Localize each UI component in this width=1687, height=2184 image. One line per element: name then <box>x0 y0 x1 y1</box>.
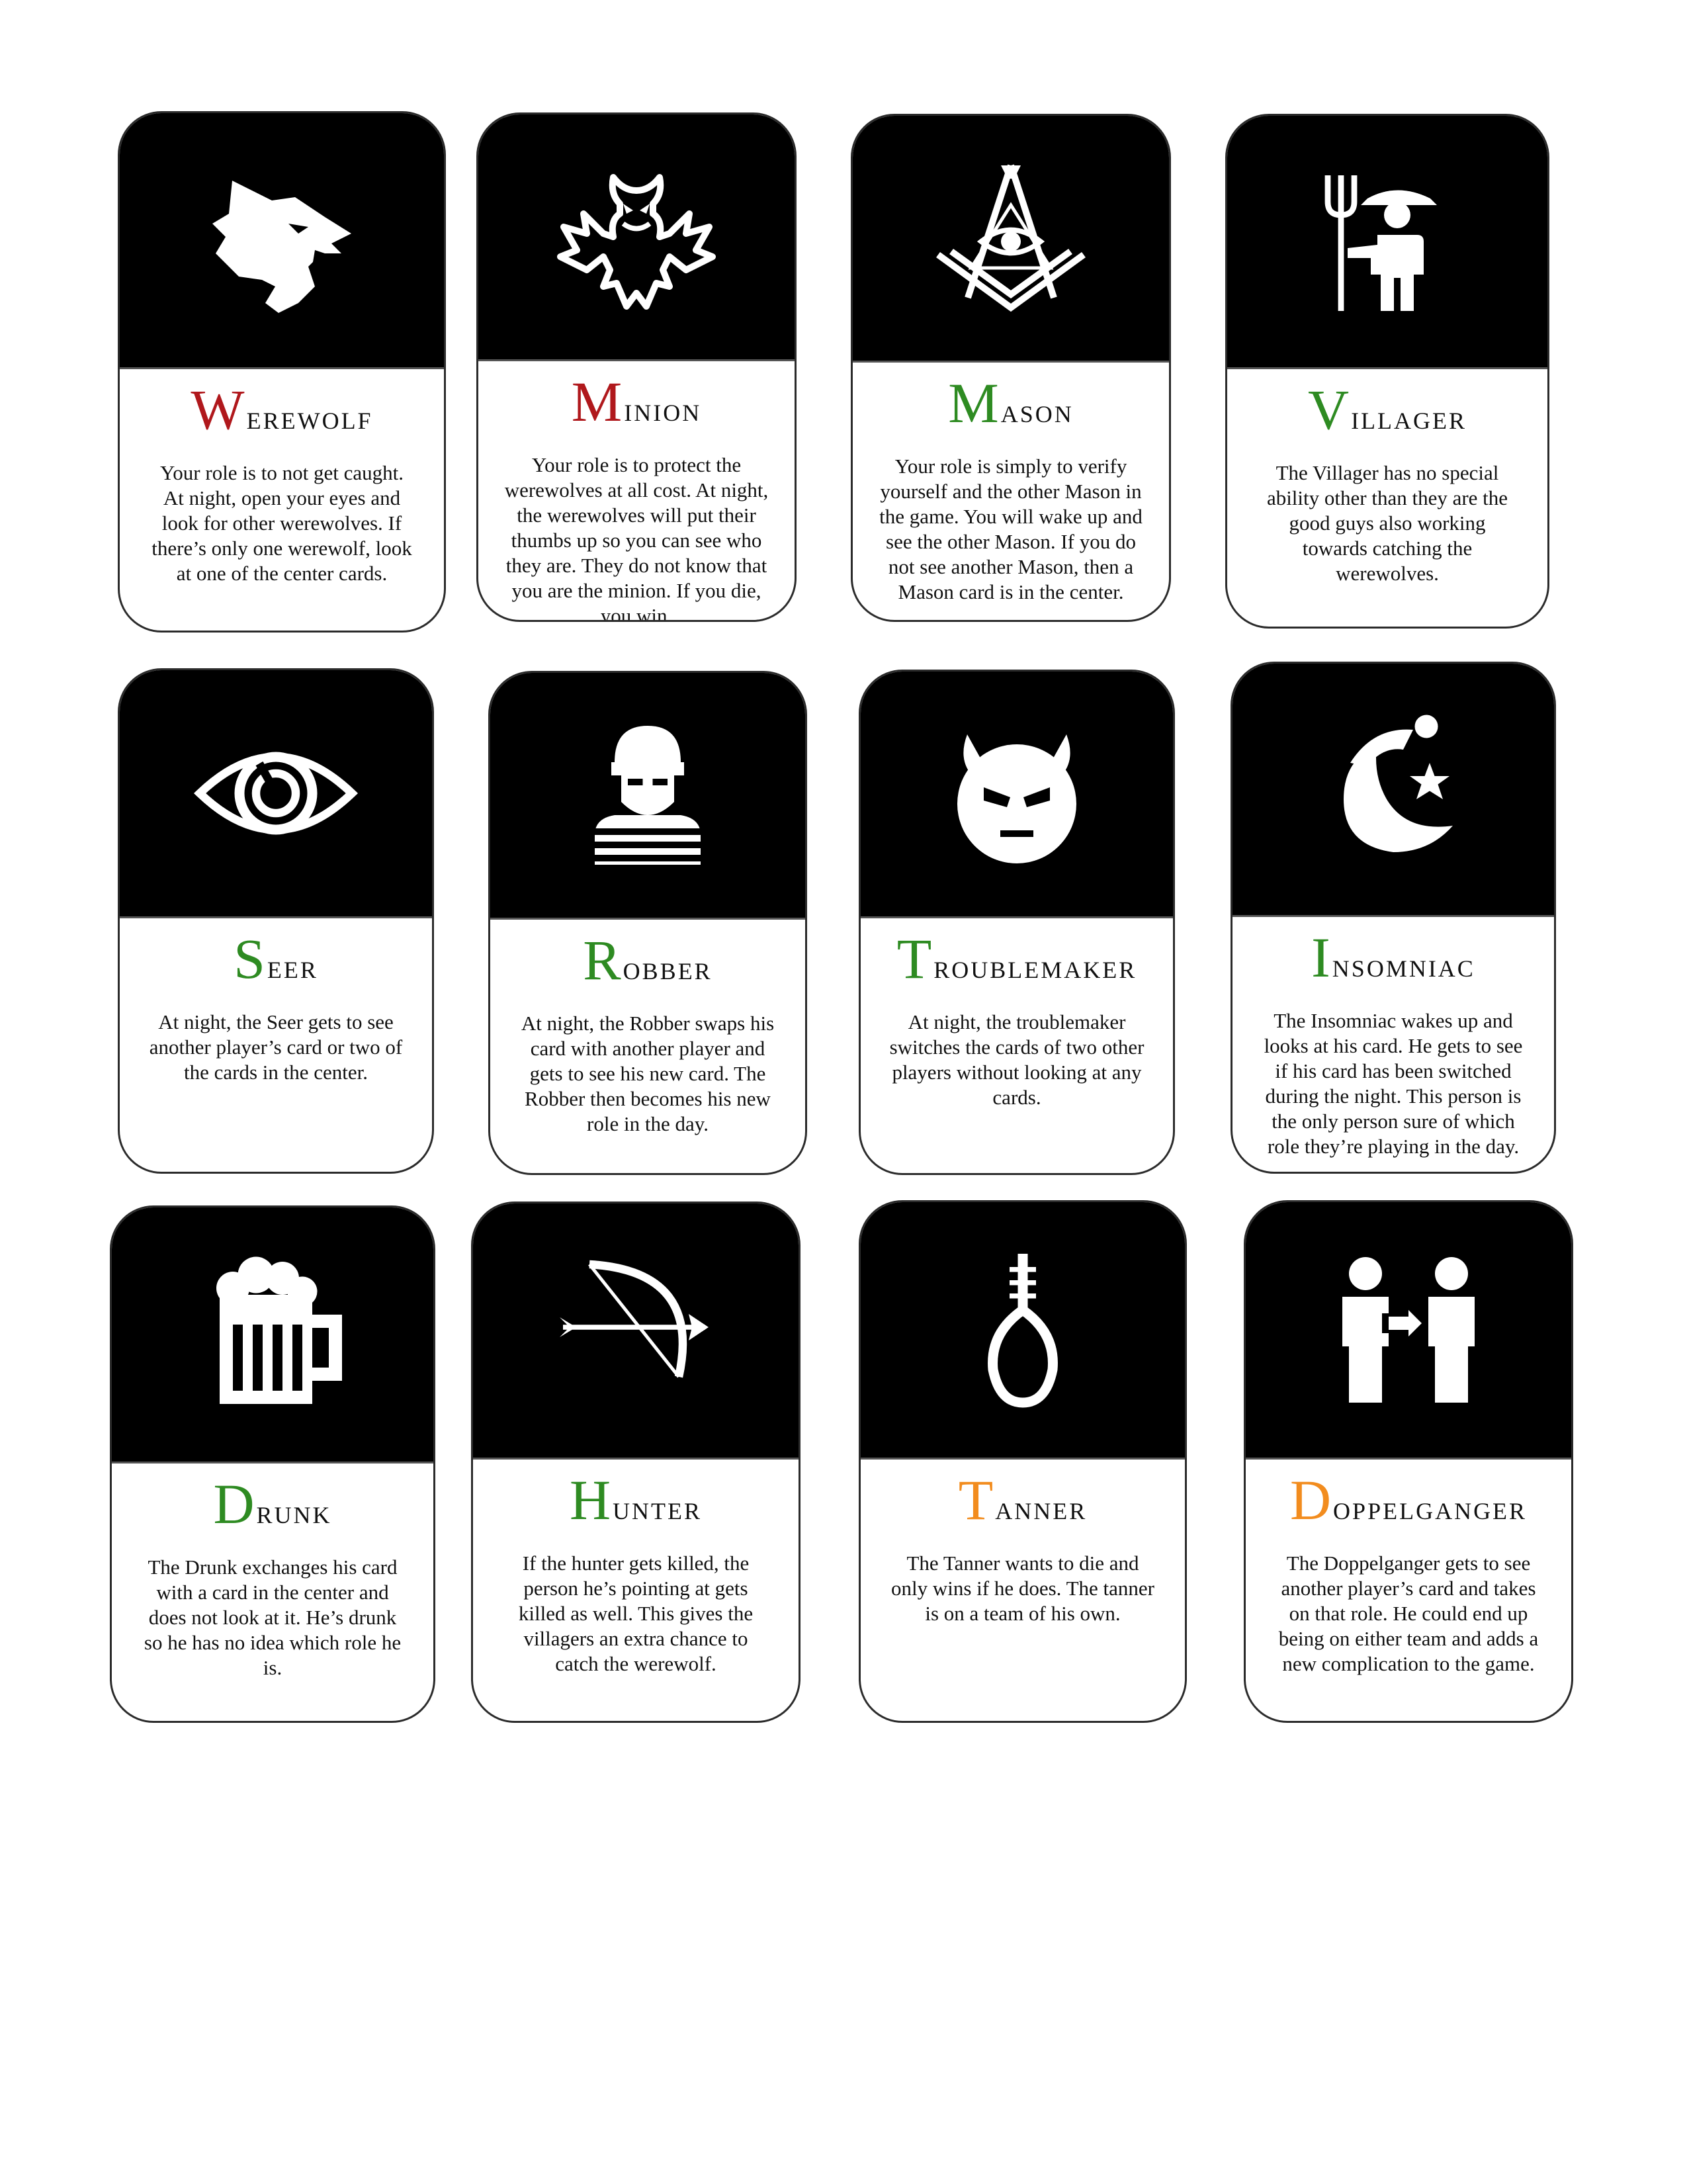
insomniac-card: Insomniac The Insomniac wakes up and loo… <box>1231 662 1556 1174</box>
card-title: Villager <box>1227 381 1547 438</box>
card-description: The Tanner wants to die and only wins if… <box>890 1551 1155 1625</box>
bow-arrow-icon <box>560 1260 709 1378</box>
devil-face-icon <box>957 734 1076 863</box>
eye-icon <box>193 752 359 835</box>
card-description: The Doppelganger gets to see another pla… <box>1278 1551 1539 1675</box>
card-description: Your role is to protect the werewolves a… <box>504 453 769 622</box>
masonic-eye-icon <box>936 164 1086 312</box>
doppelganger-card: Doppelganger The Doppelganger gets to se… <box>1244 1200 1573 1723</box>
villager-card: Villager The Villager has no special abi… <box>1225 114 1549 629</box>
card-title: Drunk <box>112 1475 433 1532</box>
title-initial: D <box>213 1472 257 1536</box>
title-rest: oppelganger <box>1333 1489 1528 1527</box>
tanner-card: Tanner The Tanner wants to die and only … <box>859 1200 1187 1723</box>
mason-card: Mason Your role is simply to verify your… <box>851 114 1171 622</box>
robber-card: Robber At night, the Robber swaps his ca… <box>488 671 807 1175</box>
card-description: Your role is to not get caught. At night… <box>151 461 412 585</box>
moon-nightcap-icon <box>1344 715 1453 852</box>
title-rest: illager <box>1351 399 1467 437</box>
card-title: Insomniac <box>1233 929 1554 986</box>
title-rest: ason <box>1000 392 1074 430</box>
demon-bat-icon <box>557 174 716 310</box>
card-art <box>853 116 1169 361</box>
drunk-card: Drunk The Drunk exchanges his card with … <box>110 1205 435 1723</box>
title-initial: M <box>948 371 1001 435</box>
title-initial: M <box>571 370 625 433</box>
title-rest: anner <box>995 1489 1088 1527</box>
title-initial: T <box>958 1468 996 1532</box>
card-description: At night, the Robber swaps his card with… <box>521 1012 775 1135</box>
card-title: Robber <box>490 932 805 988</box>
card-art <box>120 670 432 916</box>
card-description: Your role is simply to verify yourself a… <box>879 455 1143 603</box>
title-rest: roublemaker <box>933 948 1137 986</box>
card-title: Werewolf <box>120 381 444 438</box>
troublemaker-card: Troublemaker At night, the troublemaker … <box>859 670 1175 1175</box>
card-art <box>112 1207 433 1462</box>
card-art <box>478 114 795 359</box>
title-initial: W <box>191 378 247 441</box>
werewolf-card: Werewolf Your role is to not get caught.… <box>118 111 446 633</box>
title-rest: obber <box>623 949 713 987</box>
card-body: Seer At night, the Seer gets to see anot… <box>120 916 432 1172</box>
card-description: The Villager has no special ability othe… <box>1266 461 1508 585</box>
title-initial: S <box>234 927 267 990</box>
card-body: Tanner The Tanner wants to die and only … <box>861 1458 1185 1721</box>
card-art <box>490 673 805 918</box>
card-art <box>120 113 444 367</box>
title-initial: T <box>896 927 934 990</box>
card-description: If the hunter gets killed, the person he… <box>518 1551 754 1675</box>
title-initial: R <box>583 928 623 992</box>
card-body: Mason Your role is simply to verify your… <box>853 361 1169 620</box>
card-body: Hunter If the hunter gets killed, the pe… <box>473 1458 799 1721</box>
title-rest: inion <box>624 391 702 429</box>
card-description: The Drunk exchanges his card with a card… <box>144 1555 402 1679</box>
masked-robber-icon <box>591 726 704 865</box>
card-description: At night, the Seer gets to see another p… <box>149 1010 403 1084</box>
card-body: Minion Your role is to protect the werew… <box>478 359 795 620</box>
werewolf-head-icon <box>212 181 351 313</box>
title-initial: H <box>569 1468 613 1532</box>
beer-mug-icon <box>216 1256 342 1404</box>
title-rest: runk <box>256 1493 332 1531</box>
card-description: The Insomniac wakes up and looks at his … <box>1264 1009 1523 1158</box>
title-rest: eer <box>267 948 318 986</box>
card-body: Villager The Villager has no special abi… <box>1227 367 1547 627</box>
title-rest: erewolf <box>246 399 373 437</box>
card-body: Robber At night, the Robber swaps his ca… <box>490 918 805 1173</box>
farmer-pitchfork-icon <box>1324 175 1437 311</box>
card-title: Troublemaker <box>861 930 1173 987</box>
card-art <box>861 672 1173 916</box>
card-art <box>1233 664 1554 915</box>
swap-people-icon <box>1342 1257 1475 1403</box>
title-initial: I <box>1311 926 1332 989</box>
card-body: Doppelganger The Doppelganger gets to se… <box>1246 1458 1571 1721</box>
card-body: Insomniac The Insomniac wakes up and loo… <box>1233 915 1554 1172</box>
card-title: Mason <box>853 374 1169 431</box>
card-art <box>1246 1202 1571 1458</box>
noose-icon <box>988 1254 1058 1408</box>
card-art <box>1227 116 1547 367</box>
hunter-card: Hunter If the hunter gets killed, the pe… <box>471 1201 800 1723</box>
card-art <box>473 1203 799 1458</box>
card-art <box>861 1202 1185 1458</box>
title-rest: nsomniac <box>1332 947 1475 984</box>
title-initial: V <box>1307 378 1352 441</box>
title-initial: D <box>1289 1468 1334 1532</box>
card-body: Drunk The Drunk exchanges his card with … <box>112 1462 433 1721</box>
card-title: Seer <box>120 930 432 987</box>
card-title: Doppelganger <box>1246 1471 1571 1528</box>
title-rest: unter <box>613 1489 703 1527</box>
card-description: At night, the troublemaker switches the … <box>889 1010 1145 1109</box>
card-title: Minion <box>478 373 795 430</box>
card-body: Werewolf Your role is to not get caught.… <box>120 367 444 631</box>
seer-card: Seer At night, the Seer gets to see anot… <box>118 668 434 1174</box>
card-body: Troublemaker At night, the troublemaker … <box>861 916 1173 1173</box>
card-title: Tanner <box>861 1471 1185 1528</box>
card-title: Hunter <box>473 1471 799 1528</box>
minion-card: Minion Your role is to protect the werew… <box>476 112 797 622</box>
